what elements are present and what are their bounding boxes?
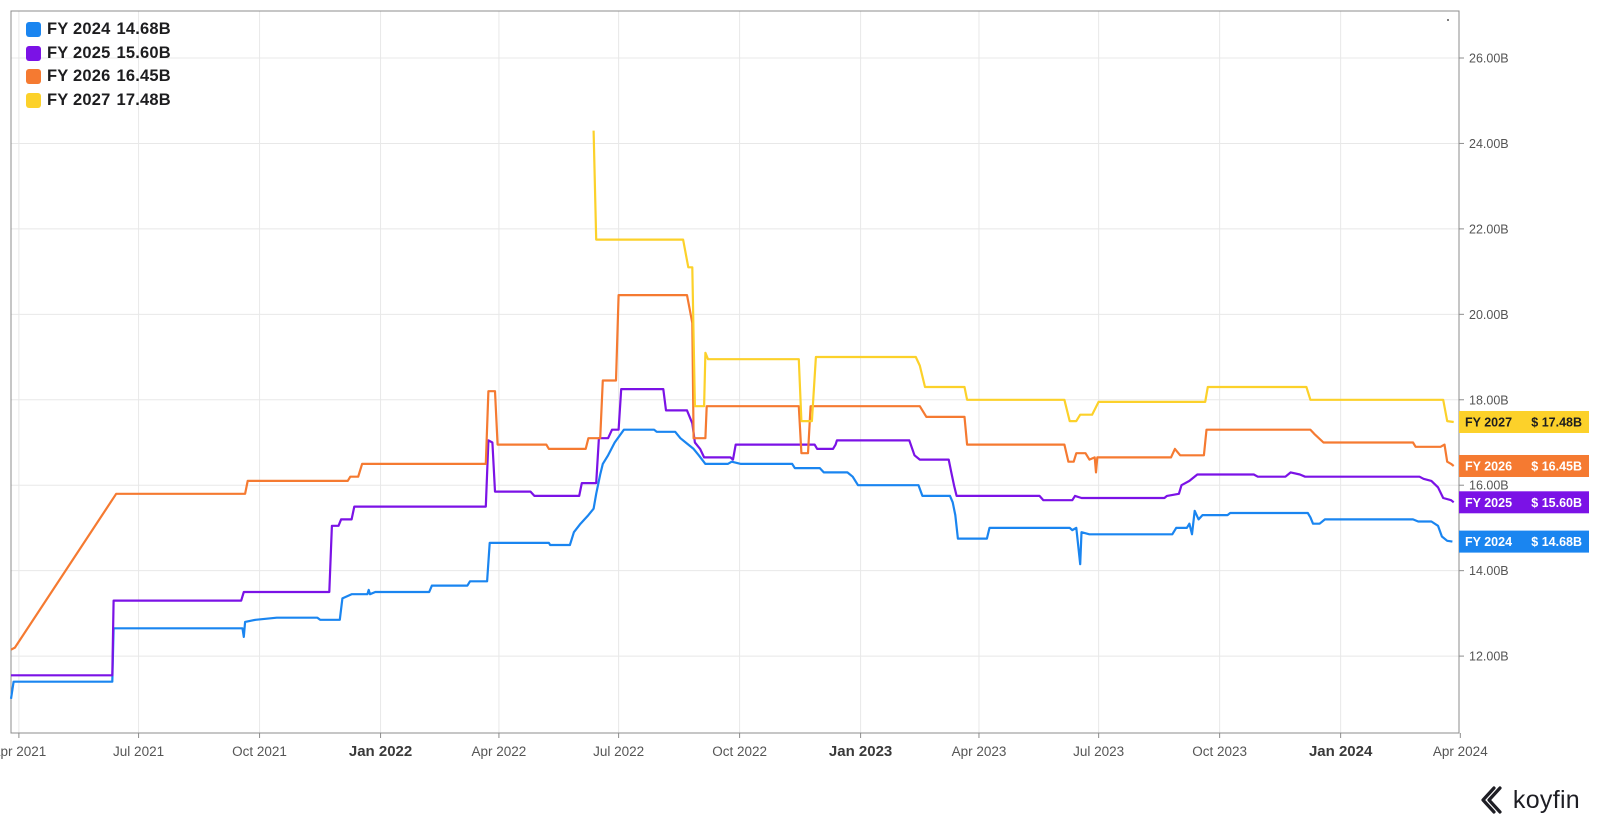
x-axis: Apr 2021 Jul 2021 Oct 2021 Jan 2022 Apr 2022… [0,733,1488,760]
x-tick-label: Jul 2023 [1073,744,1124,759]
legend-label: FY 2025 [47,43,111,62]
y-tick-label: 14.00B [1469,564,1509,578]
series-line-fy-2027 [592,130,1454,424]
legend-item-fy2027[interactable]: FY 2027 17.48B [26,89,177,113]
x-tick-label: Jan 2023 [829,743,892,760]
price-tag-bg [1459,410,1589,433]
legend: FY 2024 14.68B FY 2025 15.60B FY 2026 16.45… [26,18,177,112]
legend-label: FY 2024 [47,20,111,39]
legend-swatch [26,45,41,61]
legend-value: 15.60B [116,43,171,62]
price-tag-bg [1459,454,1589,477]
price-tag-fy-2024: FY 2024 $ 14.68B [1459,530,1589,553]
y-tick-label: 22.00B [1469,222,1509,236]
x-tick-label: Oct 2022 [712,744,767,759]
price-tag-fy-2025: FY 2025 $ 15.60B [1459,491,1589,514]
legend-item-fy2025[interactable]: FY 2025 15.60B [26,42,177,66]
y-tick-label: 12.00B [1469,650,1509,664]
y-tick-label: 18.00B [1469,393,1509,407]
legend-swatch [26,92,41,108]
plot-frame [10,10,1460,734]
series-line-fy-2026 [10,294,1455,651]
legend-value: 17.48B [116,90,171,109]
price-tag-label: FY 2027 [1465,415,1512,429]
y-tick-label: 16.00B [1469,479,1509,493]
x-tick-label: Apr 2021 [0,744,46,759]
series-line-fy-2024 [9,428,1453,699]
legend-label: FY 2027 [47,90,111,109]
y-tick-label: 26.00B [1469,51,1509,65]
legend-value: 14.68B [116,20,171,39]
price-tag-bg [1459,491,1589,514]
grid [11,11,1459,733]
y-tick-label: 20.00B [1469,308,1509,322]
brand[interactable]: koyfin [1479,785,1580,815]
price-tag-label: FY 2024 [1465,535,1512,549]
x-tick-label: Jul 2021 [113,744,164,759]
legend-swatch [26,69,41,85]
legend-item-fy2026[interactable]: FY 2026 16.45B [26,65,177,89]
series-line-fy-2025 [11,388,1455,677]
brand-name: koyfin [1512,785,1580,814]
price-tag-value: $ 17.48B [1531,415,1582,429]
corner-marker [1447,19,1449,21]
x-tick-label: Jan 2022 [349,743,412,760]
legend-item-fy2024[interactable]: FY 2024 14.68B [26,18,177,42]
x-tick-label: Jul 2022 [593,744,644,759]
price-tag-value: $ 15.60B [1531,496,1582,510]
x-tick-label: Oct 2021 [232,744,287,759]
price-tag-bg [1459,530,1589,553]
x-tick-label: Apr 2022 [472,744,527,759]
price-tag-label: FY 2026 [1465,459,1512,473]
legend-swatch [26,22,41,38]
price-tag-fy-2027: FY 2027 $ 17.48B [1459,410,1589,433]
price-tag-value: $ 16.45B [1531,459,1582,473]
price-tag-fy-2026: FY 2026 $ 16.45B [1459,454,1589,477]
price-tag-value: $ 14.68B [1531,535,1582,549]
x-tick-label: Apr 2024 [1433,744,1488,759]
x-tick-label: Oct 2023 [1192,744,1247,759]
x-tick-label: Apr 2023 [952,744,1007,759]
koyfin-logo-icon [1481,786,1502,814]
price-tag-label: FY 2025 [1465,496,1512,510]
legend-label: FY 2026 [47,67,111,86]
y-tick-label: 24.00B [1469,137,1509,151]
legend-value: 16.45B [116,67,171,86]
y-axis: 12.00B 14.00B 16.00B 18.00B 20.00B 22.00B 24.0… [1459,51,1509,664]
price-tags: FY 2027 $ 17.48B FY 2026 $ 16.45B FY 2025 $ 1… [1459,410,1589,553]
x-tick-label: Jan 2024 [1309,743,1373,760]
series-lines [9,130,1455,699]
